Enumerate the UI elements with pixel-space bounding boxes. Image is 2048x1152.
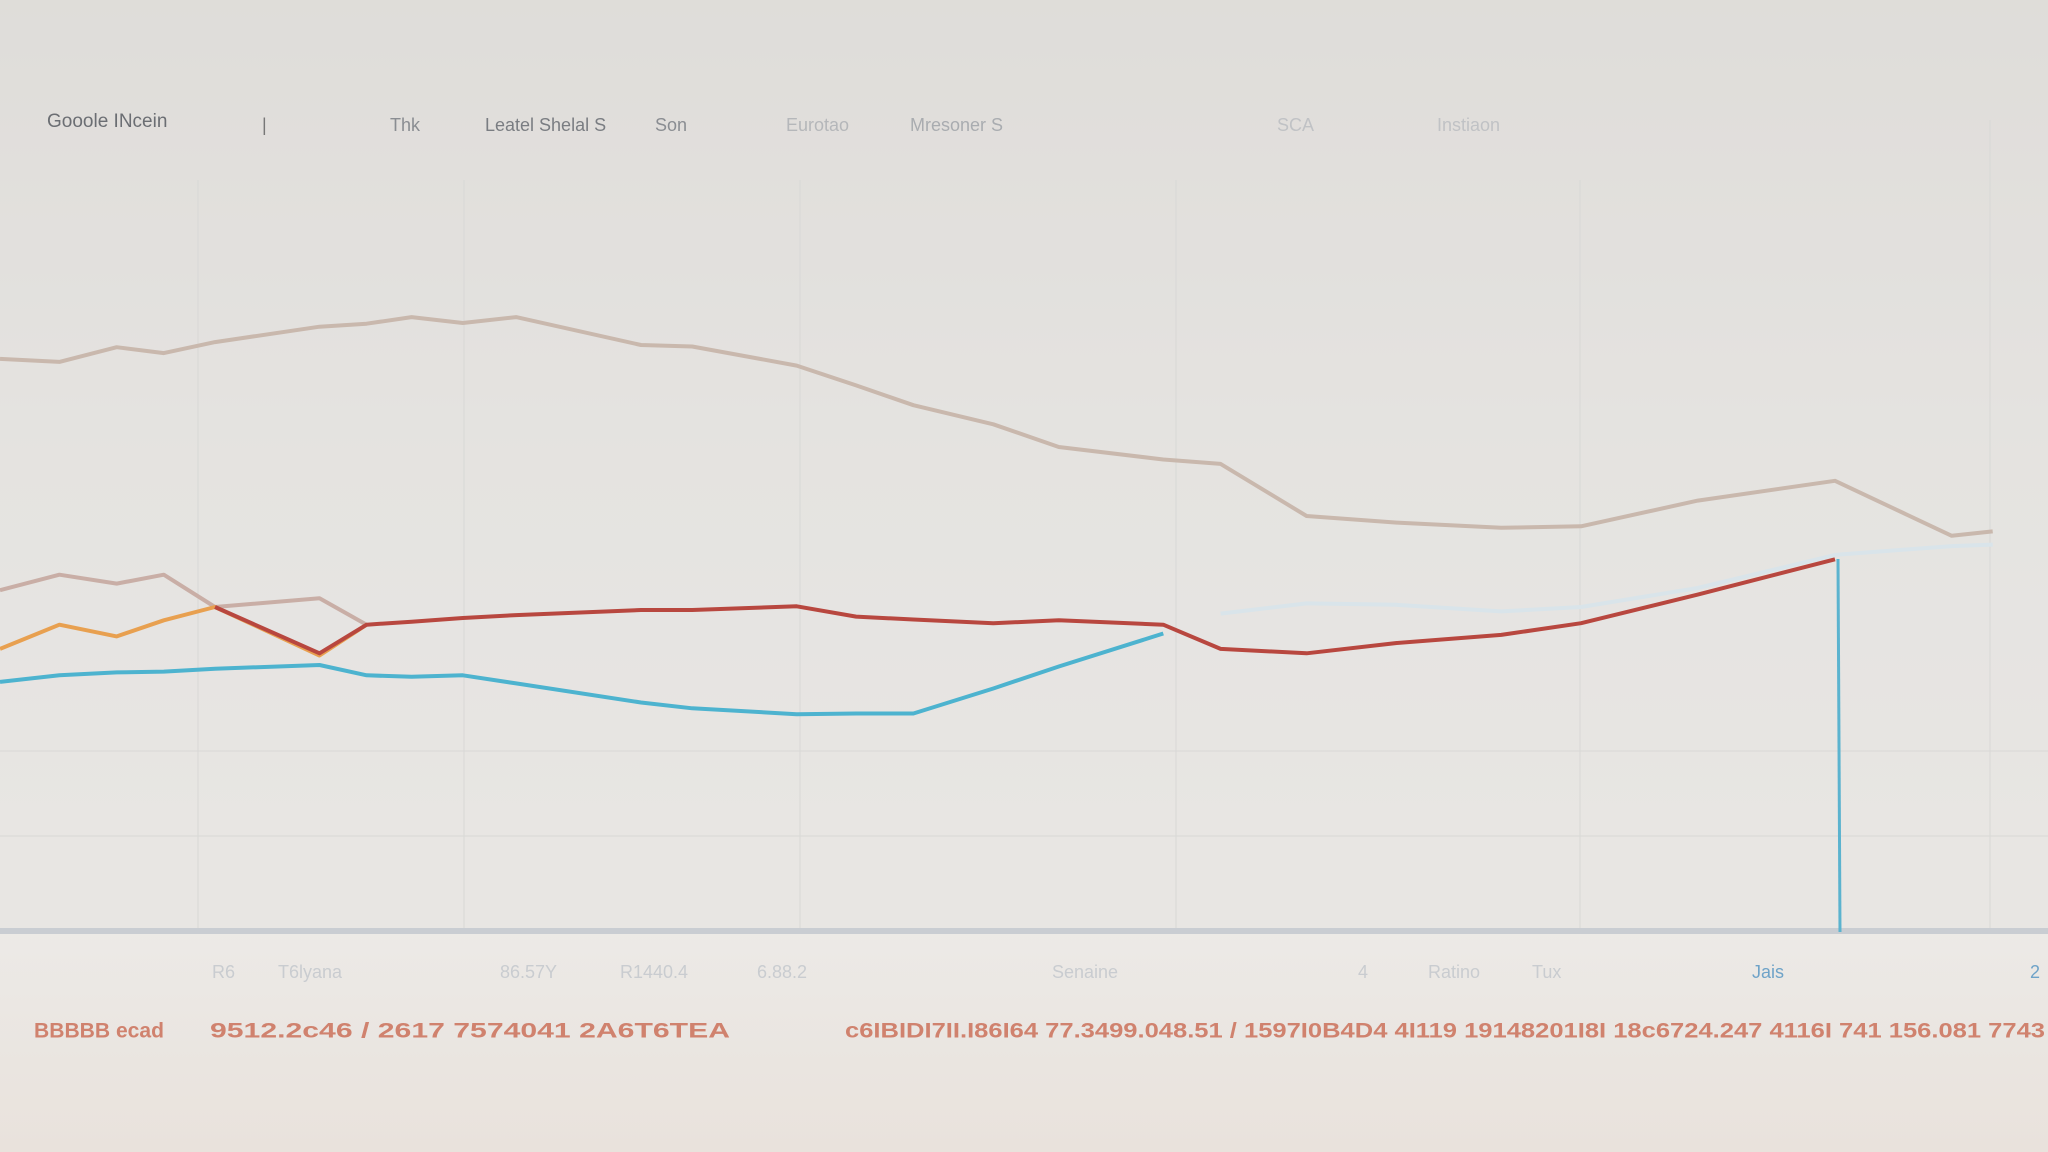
- separator: |: [262, 115, 267, 135]
- footer-label: 2: [2030, 962, 2040, 982]
- footer: R6 T6lyana 86.57Y R1440.4 6.88.2 Senaine 4 Rati…: [34, 962, 2045, 1043]
- footer-label: Tux: [1532, 962, 1561, 982]
- brand[interactable]: Gooole INcein: [47, 111, 167, 132]
- cursor-line: [1836, 558, 1842, 933]
- footer-label: R1440.4: [620, 962, 688, 982]
- footer-label: 4: [1358, 962, 1368, 982]
- footer-label: 86.57Y: [500, 962, 557, 982]
- panel: [0, 0, 2048, 930]
- nav-item[interactable]: SCA: [1277, 115, 1314, 135]
- series-line: [1220, 542, 1993, 616]
- nav-item[interactable]: Son: [655, 115, 687, 135]
- axis-bar: [0, 928, 2048, 934]
- series-line: [214, 557, 1836, 656]
- footer-label: Ratino: [1428, 962, 1480, 982]
- nav-item[interactable]: Instiaon: [1437, 115, 1500, 135]
- series-line: [0, 631, 1164, 717]
- nav-item[interactable]: Eurotao: [786, 115, 849, 135]
- footer-value: c6IBIDI7II.I86I64 77.3499.048.51 / 1597I…: [845, 1020, 2045, 1043]
- series-line: [0, 315, 1993, 538]
- plot: [0, 315, 1993, 717]
- footer-value: 9512.2c46 / 2617 7574041 2A6T6TEA: [210, 1020, 730, 1043]
- nav-item[interactable]: Thk: [390, 115, 421, 135]
- footer-label: R6: [212, 962, 235, 982]
- footer-label: 6.88.2: [757, 962, 807, 982]
- guides: [0, 120, 2048, 930]
- footer-label: Jais: [1752, 962, 1784, 982]
- nav: Thk Leatel Shelal S Son Eurotao Mresoner S SC…: [390, 115, 1500, 135]
- series-line: [0, 605, 368, 658]
- footer-label: Senaine: [1052, 962, 1118, 982]
- series-line: [0, 572, 368, 627]
- footer-label: T6lyana: [278, 962, 343, 982]
- nav-item[interactable]: Leatel Shelal S: [485, 115, 606, 135]
- footer-value: BBBBB ecad: [34, 1020, 164, 1043]
- nav-item[interactable]: Mresoner S: [910, 115, 1003, 135]
